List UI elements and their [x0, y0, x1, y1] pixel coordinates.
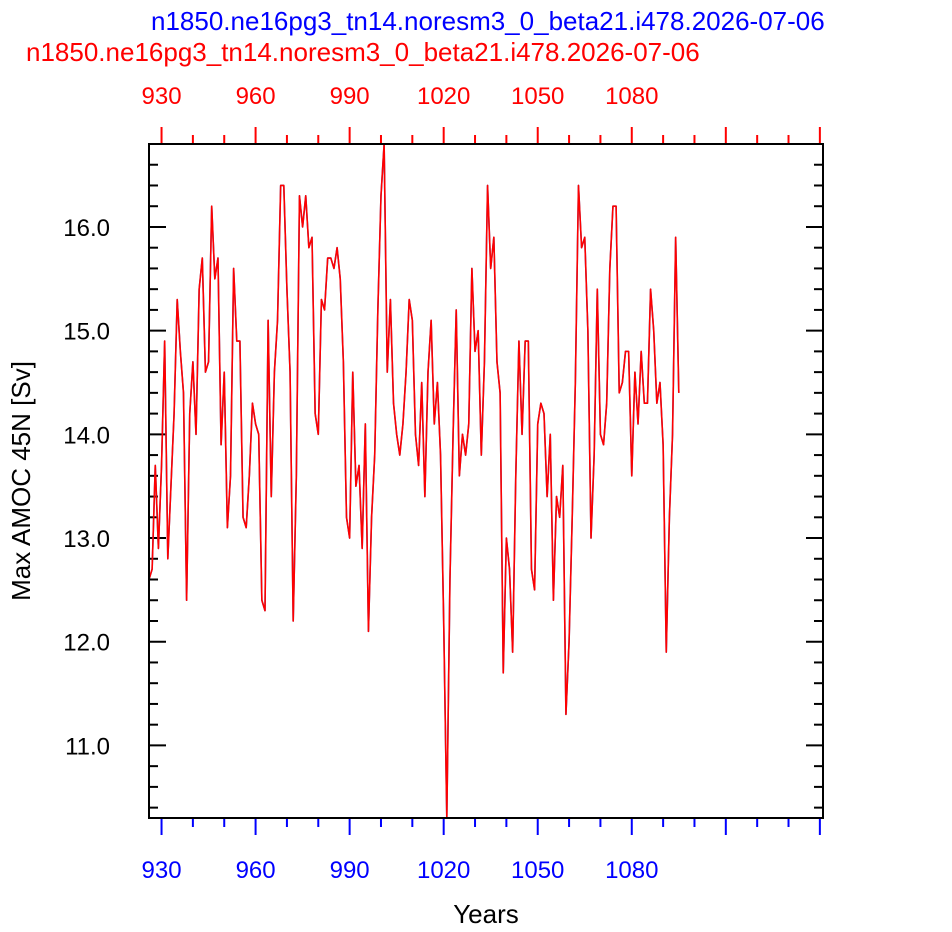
- x-top-tick-label: 990: [330, 83, 370, 110]
- y-tick-label: 16.0: [63, 215, 110, 242]
- y-tick-label: 14.0: [63, 422, 110, 449]
- x-bottom-tick-label: 930: [142, 857, 182, 884]
- y-tick-label: 13.0: [63, 526, 110, 553]
- y-tick-label: 15.0: [63, 319, 110, 346]
- minor-ticks: [149, 135, 823, 827]
- x-axis-title: Years: [453, 899, 519, 929]
- x-bottom-tick-label: 990: [330, 857, 370, 884]
- x-top-tick-label: 1050: [511, 83, 564, 110]
- top-axis-tick-labels: 930 960 990 1020 1050 1080: [142, 83, 659, 110]
- series-line-2: [149, 144, 680, 818]
- chart-title-blue: n1850.ne16pg3_tn14.noresm3_0_beta21.i478…: [151, 6, 825, 36]
- x-top-tick-label: 1080: [605, 83, 658, 110]
- y-tick-label: 11.0: [65, 733, 110, 760]
- x-bottom-tick-label: 1050: [511, 857, 564, 884]
- x-bottom-tick-label: 1020: [417, 857, 470, 884]
- y-axis-tick-labels: 11.0 12.0 13.0 14.0 15.0 16.0: [63, 215, 110, 760]
- series-lines: [149, 144, 680, 818]
- chart-title-red: n1850.ne16pg3_tn14.noresm3_0_beta21.i478…: [26, 37, 700, 67]
- x-bottom-tick-label: 1080: [605, 857, 658, 884]
- x-top-tick-label: 1020: [417, 83, 470, 110]
- plot-frame: [148, 143, 824, 819]
- y-axis-title: Max AMOC 45N [Sv]: [6, 361, 36, 601]
- y-tick-label: 12.0: [63, 630, 110, 657]
- x-top-tick-label: 930: [142, 83, 182, 110]
- x-bottom-tick-label: 960: [236, 857, 276, 884]
- bottom-axis-tick-labels: 930 960 990 1020 1050 1080: [142, 857, 659, 884]
- major-ticks: [149, 127, 823, 835]
- x-top-tick-label: 960: [236, 83, 276, 110]
- series-line-1: [149, 144, 680, 818]
